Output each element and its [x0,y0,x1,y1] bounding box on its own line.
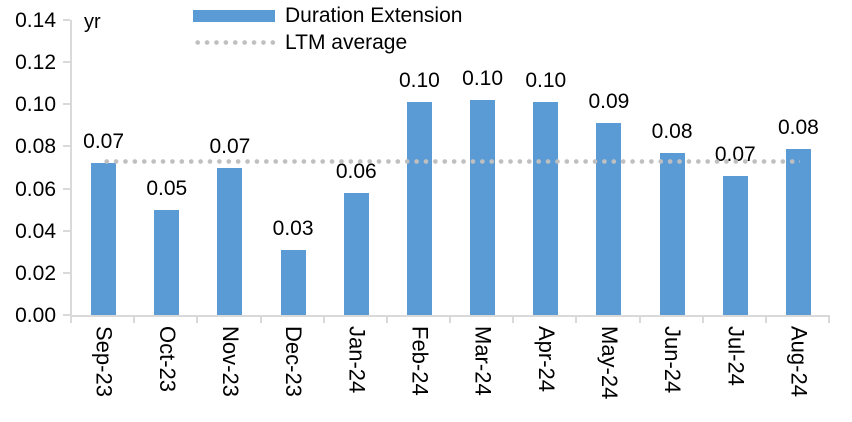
y-tick-mark [63,229,70,232]
bar-may-24 [596,123,622,315]
legend-label-duration-extension: Duration Extension [285,4,463,27]
bar-jul-24 [722,175,748,315]
y-tick-label: 0.14 [15,9,56,32]
bar-nov-23 [217,167,243,315]
x-tick-label-oct-23: Oct-23 [154,326,180,393]
y-tick-mark [63,314,70,316]
bar-value-label-may-24: 0.09 [588,90,630,114]
bar-sep-23 [91,163,117,315]
x-tick-label-mar-24: Mar-24 [470,326,496,396]
y-tick-mark [63,187,70,190]
x-tick-label-sep-23: Sep-23 [91,326,117,397]
y-tick-label: 0.08 [15,135,56,159]
y-axis-line [70,20,72,317]
y-tick-mark [63,61,70,64]
x-tick-mark [764,315,767,323]
bar-jan-24 [343,192,369,315]
y-tick-label: 0.12 [15,51,56,75]
x-tick-mark [449,315,451,323]
y-tick-label: 0.00 [15,304,56,327]
bar-value-label-dec-23: 0.03 [272,216,314,240]
y-tick-mark [63,271,70,274]
bar-apr-24 [533,102,559,315]
bar-value-label-jan-24: 0.06 [335,159,377,183]
y-tick-label: 0.04 [15,219,56,243]
y-tick-mark [63,145,70,148]
x-tick-label-may-24: May-24 [596,326,622,400]
legend-item-duration-extension: Duration Extension [193,2,462,29]
bar-value-label-apr-24: 0.10 [525,69,567,93]
x-tick-mark [638,315,641,323]
bar-value-label-mar-24: 0.10 [462,67,504,91]
x-tick-label-aug-24: Aug-24 [786,326,812,397]
bar-value-label-feb-24: 0.10 [398,69,440,93]
x-tick-mark [701,315,704,323]
x-tick-label-apr-24: Apr-24 [533,326,559,393]
x-tick-label-jul-24: Jul-24 [723,326,749,386]
y-axis-unit-label: yr [84,11,101,33]
x-tick-label-nov-23: Nov-23 [217,326,243,397]
legend-label-ltm-average: LTM average [285,31,408,54]
bar-swatch-icon [193,9,275,22]
y-tick-mark [63,19,70,21]
y-tick-label: 0.06 [15,177,56,201]
x-tick-mark [512,315,515,323]
x-tick-mark [828,315,830,323]
x-tick-mark [259,315,262,323]
y-tick-label: 0.02 [15,261,56,285]
bar-value-label-oct-23: 0.05 [146,176,188,200]
x-tick-mark [133,315,136,323]
x-tick-mark [70,315,72,323]
x-tick-mark [196,315,199,323]
bar-value-label-sep-23: 0.07 [83,130,125,154]
ltm-average-line [101,158,801,164]
y-tick-label: 0.10 [15,93,56,117]
bar-dec-23 [280,249,306,315]
x-tick-mark [575,315,578,323]
bar-aug-24 [785,148,811,315]
bar-jun-24 [659,152,685,315]
x-tick-mark [385,315,388,323]
x-tick-label-dec-23: Dec-23 [281,326,307,397]
bar-feb-24 [406,102,432,315]
x-tick-label-jan-24: Jan-24 [344,326,370,394]
bar-value-label-aug-24: 0.08 [777,115,819,139]
legend-item-ltm-average: LTM average [193,29,462,56]
x-tick-label-jun-24: Jun-24 [660,326,686,394]
dotted-line-swatch-icon [193,40,277,45]
bar-oct-23 [154,209,180,315]
legend: Duration Extension LTM average [193,2,462,56]
bar-value-label-jun-24: 0.08 [651,119,693,143]
bar-mar-24 [470,100,496,315]
y-tick-mark [63,103,70,106]
x-tick-label-feb-24: Feb-24 [407,326,433,396]
bar-value-label-nov-23: 0.07 [209,134,251,158]
x-tick-mark [322,315,325,323]
